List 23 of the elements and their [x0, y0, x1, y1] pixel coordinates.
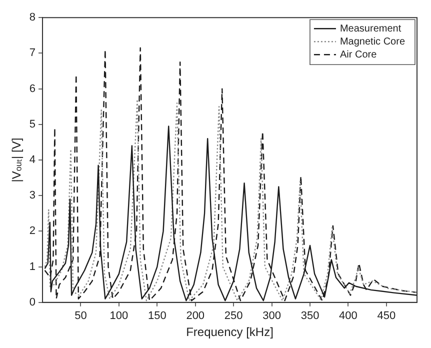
x-tick-label: 150	[148, 310, 166, 322]
x-tick-label: 400	[339, 310, 358, 322]
x-tick-label: 450	[377, 310, 396, 322]
x-tick-label: 200	[186, 310, 205, 322]
y-axis-title: |Vₒᵤₜ| [V]	[10, 138, 24, 182]
y-tick-label: 5	[29, 118, 36, 130]
legend-label: Measurement	[340, 23, 402, 34]
x-tick-label: 250	[224, 310, 243, 322]
y-tick-label: 0	[29, 296, 36, 308]
x-tick-label: 350	[300, 310, 320, 322]
legend-label: Air Core	[340, 49, 378, 60]
y-tick-label: 7	[29, 47, 36, 60]
y-tick-label: 3	[29, 190, 36, 202]
y-tick-label: 2	[29, 225, 36, 238]
legend-label: Magnetic Core	[340, 36, 406, 48]
y-tick-label: 8	[29, 12, 36, 24]
x-tick-label: 50	[74, 310, 87, 322]
y-tick-label: 4	[29, 154, 36, 166]
x-tick-label: 300	[262, 310, 281, 322]
x-axis-title: Frequency [kHz]	[186, 325, 274, 340]
y-tick-label: 1	[29, 260, 36, 273]
y-tick-label: 6	[29, 82, 36, 95]
x-tick-label: 100	[110, 310, 128, 322]
